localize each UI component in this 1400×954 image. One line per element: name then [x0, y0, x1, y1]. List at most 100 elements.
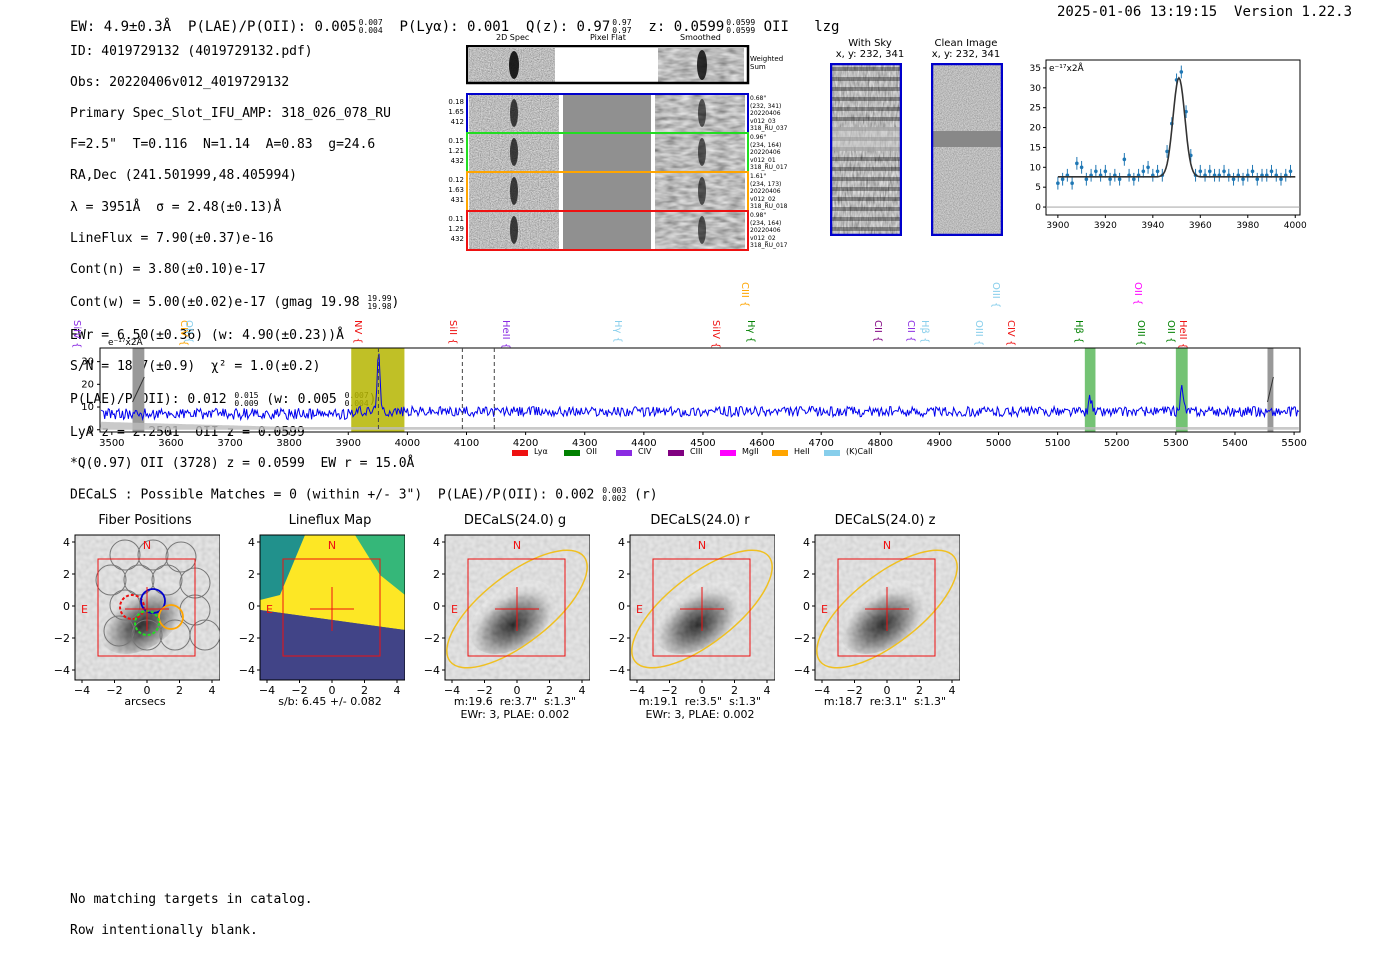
spec2d-row [466, 210, 749, 251]
spec2d-row [466, 132, 749, 173]
line-fit-xtick-label: 3960 [1189, 221, 1212, 231]
spec2d-row-left-label: 0.11 1.29 432 [448, 215, 464, 243]
legend-swatch [512, 450, 528, 456]
fiber-orange [158, 604, 184, 630]
legend-swatch [720, 450, 736, 456]
north-label: N [698, 539, 706, 552]
line-fit-point [1122, 153, 1127, 166]
decals-plae-lo: 0.002 [602, 494, 627, 503]
spec2d-row-flat [563, 173, 651, 210]
line-fit-point [1141, 164, 1146, 178]
decals-xtick-label: 2 [546, 684, 553, 697]
full-spectrum-xtick-label: 4900 [927, 438, 952, 449]
decals-ytick-label: −4 [794, 664, 810, 677]
spec2d-row-line [510, 177, 518, 205]
line-fit-point [1056, 176, 1060, 190]
legend-label: Lyα [534, 447, 548, 456]
header-qz-hi: 0.97 [612, 18, 632, 27]
line-fit-point [1288, 164, 1293, 178]
weighted-sum-label: Weighted Sum [750, 55, 784, 71]
decals-ytick-label: −2 [424, 632, 440, 645]
full-spectrum-chart: e⁻¹⁷x2Å 0 10 20 30 3500 3600 3700 3800 3900 4000… [81, 336, 1307, 449]
decals-ytick-label: 4 [433, 536, 440, 549]
fiber-circle [189, 619, 220, 651]
full-spectrum-ytick-label: 20 [81, 379, 94, 390]
spec2d-title-smooth: Smoothed [680, 33, 721, 42]
sky-band [832, 107, 900, 111]
decals-xtick-label: 0 [884, 684, 891, 697]
spec2d-row-border [466, 210, 749, 251]
east-label: E [821, 603, 828, 616]
full-spectrum-xtick-label: 4500 [690, 438, 715, 449]
full-spectrum-ytick-label: 30 [81, 357, 94, 368]
spec2d-row-smooth-line [698, 216, 706, 244]
spec2d-row-left-label: 0.15 1.21 432 [448, 137, 464, 165]
decals-ytick-label: 2 [618, 568, 625, 581]
decals-xtick-label: 4 [949, 684, 956, 697]
decals-xtick-label: −2 [846, 684, 862, 697]
header-plae-lo: 0.004 [358, 26, 383, 35]
spec2d-row-flat [563, 95, 651, 132]
header-plae: P(LAE)/P(OII): 0.005 [188, 19, 357, 35]
decals-panel-title: Fiber Positions [98, 513, 192, 528]
decals-panel-label: s/b: 6.45 +/- 0.082 [278, 695, 382, 708]
line-fit-point [1207, 164, 1212, 178]
spec2d-row-left-label: 0.12 1.63 431 [448, 176, 464, 204]
decals-xtick-label: 0 [144, 684, 151, 697]
line-fit-point [1255, 172, 1260, 186]
decals-xtick-label: −4 [814, 684, 830, 697]
decals-panel-title: DECaLS(24.0) g [463, 513, 567, 528]
fiber-circle [95, 564, 127, 596]
with-sky-title: With Sky x, y: 232, 341 [820, 38, 920, 60]
decals-ytick-label: −4 [609, 664, 625, 677]
sky-band [832, 117, 900, 121]
line-fit-point [1241, 172, 1245, 186]
info-plae-w: (w: 0.005 [266, 392, 337, 408]
spec2d-row-right-label: 0.68" (232, 341) 20220406 v012_03 318_RU… [750, 95, 788, 132]
with-sky-title-text: With Sky [848, 38, 892, 49]
full-spectrum-highlight [1084, 348, 1096, 432]
fiber-circle [165, 541, 197, 573]
catalog-line1: No matching targets in catalog. [70, 891, 313, 907]
decals-ytick-label: 4 [248, 536, 255, 549]
info-obs: Obs: 20220406v012_4019729132 [70, 74, 290, 90]
fiber-circle [123, 564, 155, 596]
full-spectrum-xtick-label: 3600 [158, 438, 183, 449]
full-spectrum-xtick-label: 5400 [1222, 438, 1247, 449]
legend-label: MgII [742, 447, 759, 456]
spec2d-row-right-label: 0.96" (234, 164) 20220406 v012_01 318_RU… [750, 134, 788, 171]
line-fit-frame [1045, 59, 1301, 216]
decals-xtick-label: −2 [476, 684, 492, 697]
full-spectrum-xtick-label: 4200 [513, 438, 538, 449]
sky-band [832, 67, 900, 71]
decals-xtick-label: 2 [361, 684, 368, 697]
clean-image [931, 63, 1003, 236]
decals-ytick-label: 2 [63, 568, 70, 581]
legend-swatch [564, 450, 580, 456]
header-tag: lzg [814, 19, 840, 35]
info-fparams: F=2.5" T=0.116 N=1.14 A=0.83 g=24.6 [70, 137, 376, 153]
decals-xtick-label: 0 [699, 684, 706, 697]
search-box [97, 558, 196, 657]
decals-ytick-label: 0 [433, 600, 440, 613]
info-id: ID: 4019729132 (4019729132.pdf) [70, 43, 313, 59]
spec2d-row-smooth-line [698, 177, 706, 205]
line-fit-point [1165, 145, 1169, 158]
sky-band [832, 157, 900, 161]
info-gmag-lo: 19.98 [367, 301, 392, 311]
sky-band [832, 217, 900, 221]
decals-panel-label: arcsecs [124, 695, 166, 708]
line-fit-point [1117, 172, 1122, 186]
line-fit-point [1269, 164, 1274, 178]
decals-ytick-label: −4 [424, 664, 440, 677]
legend-label: (K)CaII [846, 447, 873, 456]
line-fit-ytick-label: 5 [1035, 183, 1041, 193]
decals-ytick-label: 0 [248, 600, 255, 613]
info-plae-hi: 0.015 [234, 390, 259, 400]
sky-band [832, 77, 900, 81]
clean-image-title: Clean Image x, y: 232, 341 [916, 38, 1016, 60]
info-block: ID: 4019729132 (4019729132.pdf) Obs: 202… [70, 28, 414, 487]
full-spectrum-highlight [1175, 348, 1188, 432]
line-fit-xtick-label: 3980 [1236, 221, 1259, 231]
sky-band [832, 187, 900, 191]
